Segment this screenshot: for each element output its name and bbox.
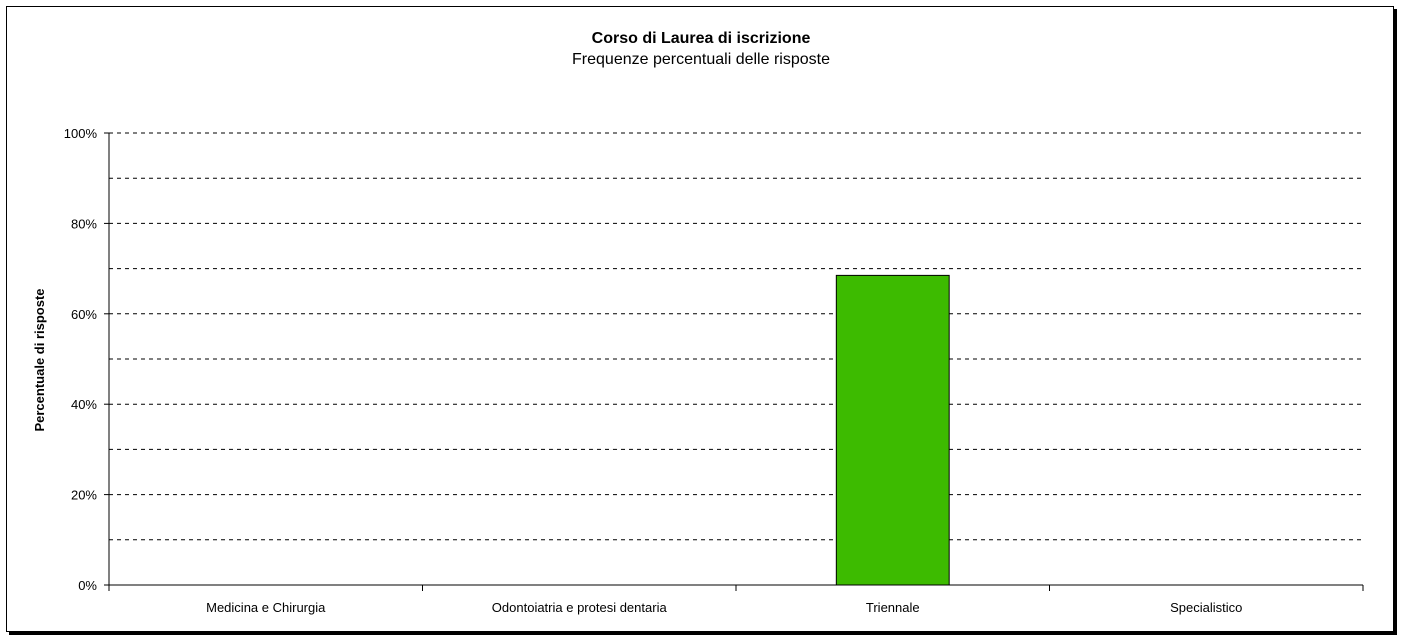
y-axis-label: Percentuale di risposte: [32, 288, 47, 431]
gridlines: [109, 132, 1363, 541]
y-tick-label: 60%: [71, 307, 97, 322]
y-tick-label: 80%: [71, 216, 97, 231]
chart-frame: [6, 6, 1394, 632]
tick-labels: 0% 20% 40% 60% 80% 100% Medicina e Chirurgia Od…: [64, 126, 1243, 615]
x-tick-label: Odontoiatria e protesi dentaria: [492, 600, 668, 615]
bars: [835, 274, 950, 586]
x-tick-label: Triennale: [866, 600, 920, 615]
chart-subtitle: Frequenze percentuali delle risposte: [572, 51, 830, 68]
y-tick-label: 20%: [71, 488, 97, 503]
x-tick-label: Specialistico: [1170, 600, 1242, 615]
y-tick-label: 40%: [71, 397, 97, 412]
y-tick-label: 100%: [64, 126, 98, 141]
bar: [835, 274, 950, 586]
axes: [104, 132, 1364, 591]
y-tick-label: 0%: [78, 578, 97, 593]
x-tick-label: Medicina e Chirurgia: [206, 600, 326, 615]
chart-title: Corso di Laurea di iscrizione: [592, 30, 811, 47]
